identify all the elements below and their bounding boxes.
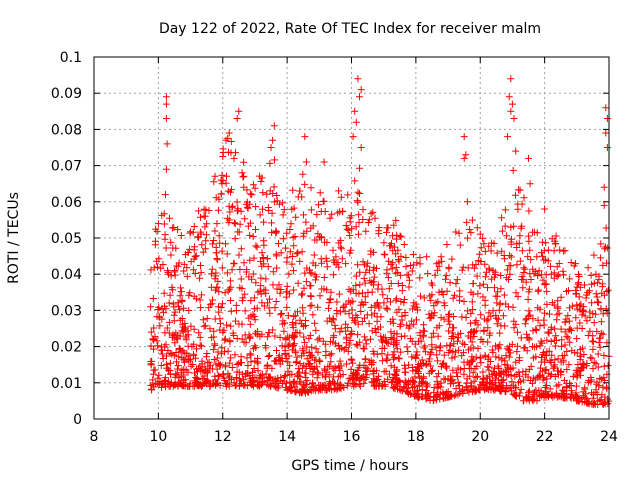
roti-points xyxy=(147,75,613,408)
x-tick-label: 10 xyxy=(149,429,167,445)
y-tick-label: 0.06 xyxy=(51,195,82,211)
x-axis-label: GPS time / hours xyxy=(291,458,408,474)
x-tick-label: 16 xyxy=(343,429,361,445)
x-tick-label: 24 xyxy=(600,429,618,445)
y-tick-label: 0.02 xyxy=(51,340,82,356)
x-tick-label: 12 xyxy=(214,429,232,445)
y-tick-label: 0.04 xyxy=(51,267,82,283)
y-tick-label: 0.08 xyxy=(51,122,82,138)
axis-ticks: 8 10 12 14 16 18 20 22 24 0 0.01 0.02 0.03 0.04 0.05 0.… xyxy=(51,50,618,445)
x-tick-label: 8 xyxy=(90,429,99,445)
x-tick-label: 18 xyxy=(407,429,425,445)
chart-title: Day 122 of 2022, Rate Of TEC Index for r… xyxy=(159,21,541,37)
x-tick-label: 20 xyxy=(471,429,489,445)
y-axis-label: ROTI / TECUs xyxy=(6,192,22,284)
y-tick-label: 0.07 xyxy=(51,159,82,175)
x-tick-label: 14 xyxy=(278,429,296,445)
x-tick-label: 22 xyxy=(536,429,554,445)
y-tick-label: 0 xyxy=(73,412,82,428)
y-tick-label: 0.1 xyxy=(60,50,82,66)
y-tick-label: 0.05 xyxy=(51,231,82,247)
y-tick-label: 0.01 xyxy=(51,376,82,392)
y-tick-label: 0.03 xyxy=(51,303,82,319)
data-points xyxy=(147,75,613,408)
y-tick-label: 0.09 xyxy=(51,86,82,102)
